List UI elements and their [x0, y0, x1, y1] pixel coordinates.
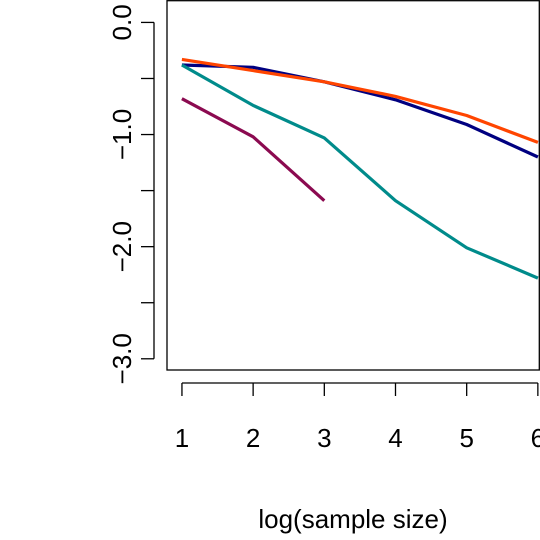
series-line-3 — [181, 63, 539, 280]
y-axis: 0.0 −1.0 −2.0 −3.0 — [107, 4, 155, 384]
plot-frame — [166, 0, 540, 371]
series-line-1 — [181, 63, 539, 159]
x-tick-label: 1 — [175, 423, 189, 453]
x-tick-label: 6 — [531, 423, 540, 453]
x-tick-label: 3 — [317, 423, 331, 453]
series-line-2 — [181, 57, 539, 144]
x-tick-label: 2 — [246, 423, 260, 453]
x-axis: 1 2 3 4 5 6 — [175, 382, 540, 453]
y-tick-label: 0.0 — [107, 4, 137, 40]
y-tick-label: −3.0 — [107, 333, 137, 384]
x-tick-label: 5 — [459, 423, 473, 453]
y-tick-label: −2.0 — [107, 221, 137, 272]
y-tick-label: −1.0 — [107, 109, 137, 160]
series-line-4 — [181, 97, 326, 202]
x-axis-title: log(sample size) — [258, 504, 447, 534]
series-group — [181, 57, 539, 280]
x-tick-label: 4 — [388, 423, 402, 453]
plot-box — [166, 0, 540, 371]
